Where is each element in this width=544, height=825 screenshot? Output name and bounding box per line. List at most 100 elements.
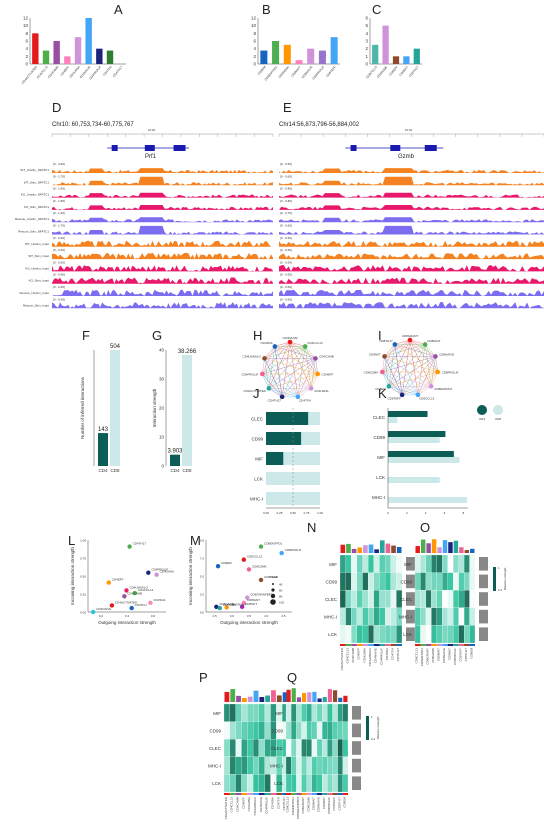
panel-i-edge xyxy=(402,386,432,396)
panel-i-edge xyxy=(388,344,396,387)
panel-o-cell xyxy=(436,554,443,573)
panel-h-node-label: CD4ACTIVATED xyxy=(243,389,266,393)
panel-q-cell xyxy=(342,703,349,722)
panel-o-col-label: CD8EM xyxy=(469,648,473,659)
panel-n-cell xyxy=(373,554,380,573)
panel-o-top-bar xyxy=(420,539,426,553)
panel-l-point xyxy=(129,605,134,611)
panel-q-row-label: CD99 xyxy=(271,728,283,733)
panel-k-legend-cd8: CD8 xyxy=(495,417,501,421)
panel-a-bar xyxy=(96,48,103,64)
panel-q-cell xyxy=(306,739,312,757)
panel-p-cell xyxy=(264,721,271,740)
panel-l-y-tick: 0.25 xyxy=(80,593,86,597)
panel-p-cell xyxy=(241,721,248,740)
panel-a-y-tick: 0 xyxy=(25,62,28,67)
gene-exon xyxy=(173,145,186,151)
panel-h-edge xyxy=(304,346,316,359)
panel-n-cell xyxy=(390,572,397,591)
panel-n-cell xyxy=(373,590,380,608)
panel-o-cell xyxy=(431,554,437,573)
panel-o-row-label: MHC-I xyxy=(399,615,412,620)
panel-p-cell xyxy=(223,774,230,793)
panel-c-y-tick: 0 xyxy=(365,62,368,67)
panel-o-side-bar xyxy=(479,627,488,641)
panel-label-o: O xyxy=(420,520,430,535)
panel-p-cell xyxy=(258,774,265,793)
panel-h-edge xyxy=(274,346,283,397)
panel-o-col-label: CD8NKT xyxy=(447,648,451,660)
panel-o-col-swatch xyxy=(464,644,470,646)
panel-q-cell xyxy=(316,721,323,740)
panel-o-top-bar xyxy=(448,542,453,553)
panel-label-d: D xyxy=(52,100,61,115)
panel-h-node-label: CD4CCL13 xyxy=(307,341,323,345)
panel-l-point-label: CD4CCL13 xyxy=(138,588,154,592)
panel-n-cell xyxy=(339,572,346,591)
panel-q-cell xyxy=(291,774,297,793)
track-range: [0 - 0.60] xyxy=(53,260,65,264)
panel-q-cell xyxy=(311,721,318,740)
panel-p-col-label: CD4ACTIVATED xyxy=(224,796,228,819)
panel-n-cell xyxy=(345,572,352,591)
panel-n-col-swatch xyxy=(362,644,369,646)
panel-l-point-label: CD4ACTIVATED xyxy=(115,600,138,604)
panel-n-col-label: CD4ACTIVATED xyxy=(340,647,344,670)
panel-q-side-bar xyxy=(352,776,361,790)
track-range: [0 - 1.80] xyxy=(53,199,65,203)
panel-o-top-bar xyxy=(426,543,431,553)
panel-q-row-label: LCK xyxy=(274,781,283,786)
panel-b-bar xyxy=(330,37,338,64)
panel-h-edge xyxy=(274,346,316,359)
panel-b-category-label: CD8TEFF xyxy=(325,65,337,78)
panel-k-bar-cd4 xyxy=(388,451,454,457)
panel-n-cell xyxy=(379,607,386,626)
panel-a-y-tick: 2 xyxy=(25,54,28,59)
panel-o-cell xyxy=(469,572,476,591)
panel-a-y-tick: 12 xyxy=(23,16,29,21)
panel-l-point xyxy=(106,580,112,585)
panel-o-cell xyxy=(458,625,465,644)
track-range: [0 - 0.60] xyxy=(280,174,292,178)
panel-n-side-bar xyxy=(406,557,415,571)
panel-label-n: N xyxy=(307,520,316,535)
panel-j-x-tick: 0.25 xyxy=(277,511,283,515)
panel-l-point-label: CD4CXMB xyxy=(127,591,142,595)
gene-exon xyxy=(144,145,155,151)
panel-p-cell xyxy=(241,703,248,722)
panel-h-edge xyxy=(268,346,276,389)
panel-h-edge xyxy=(264,346,306,359)
panel-l-ylabel: Incoming interaction strength xyxy=(70,547,75,605)
panel-n-cell xyxy=(368,625,374,644)
panel-o-cell xyxy=(453,590,459,608)
panel-o-cell xyxy=(458,607,465,626)
panel-p-cell xyxy=(223,721,230,740)
panel-q-legend-max: 1 xyxy=(371,715,373,719)
panel-m-point xyxy=(224,605,229,610)
panel-g-bar xyxy=(182,355,192,466)
panel-n-cell xyxy=(368,607,374,626)
panel-q-cell xyxy=(322,703,328,722)
panel-q-cell xyxy=(285,721,292,740)
panel-l-scatter: Outgoing interaction strength Incoming in… xyxy=(70,539,174,626)
panel-j-category-label: CLEC xyxy=(251,417,264,422)
panel-o-cell xyxy=(442,572,448,591)
panel-q-legend-title: Relative strength xyxy=(376,716,380,739)
panel-j-category-label: CD99 xyxy=(251,437,263,442)
panel-a-bar xyxy=(53,41,60,64)
panel-p-cell xyxy=(247,774,254,793)
panel-g-bar xyxy=(170,454,180,466)
panel-n-col-swatch xyxy=(345,644,352,646)
panel-n-cell xyxy=(368,590,374,608)
panel-n-col-label: CD4TFH xyxy=(391,648,395,660)
track-signal xyxy=(279,192,544,198)
panel-o-cell xyxy=(425,607,432,626)
panel-o-col-swatch xyxy=(425,644,432,646)
panel-n-cell xyxy=(345,625,352,644)
panel-f-bar-chart: Number of inferred interactions 143 CD4 504… xyxy=(80,344,121,473)
panel-o-cell xyxy=(436,625,443,644)
panel-h-node xyxy=(287,339,293,345)
panel-h-edge xyxy=(274,346,318,375)
panel-i-node-label: CD8GZMK xyxy=(364,371,379,375)
